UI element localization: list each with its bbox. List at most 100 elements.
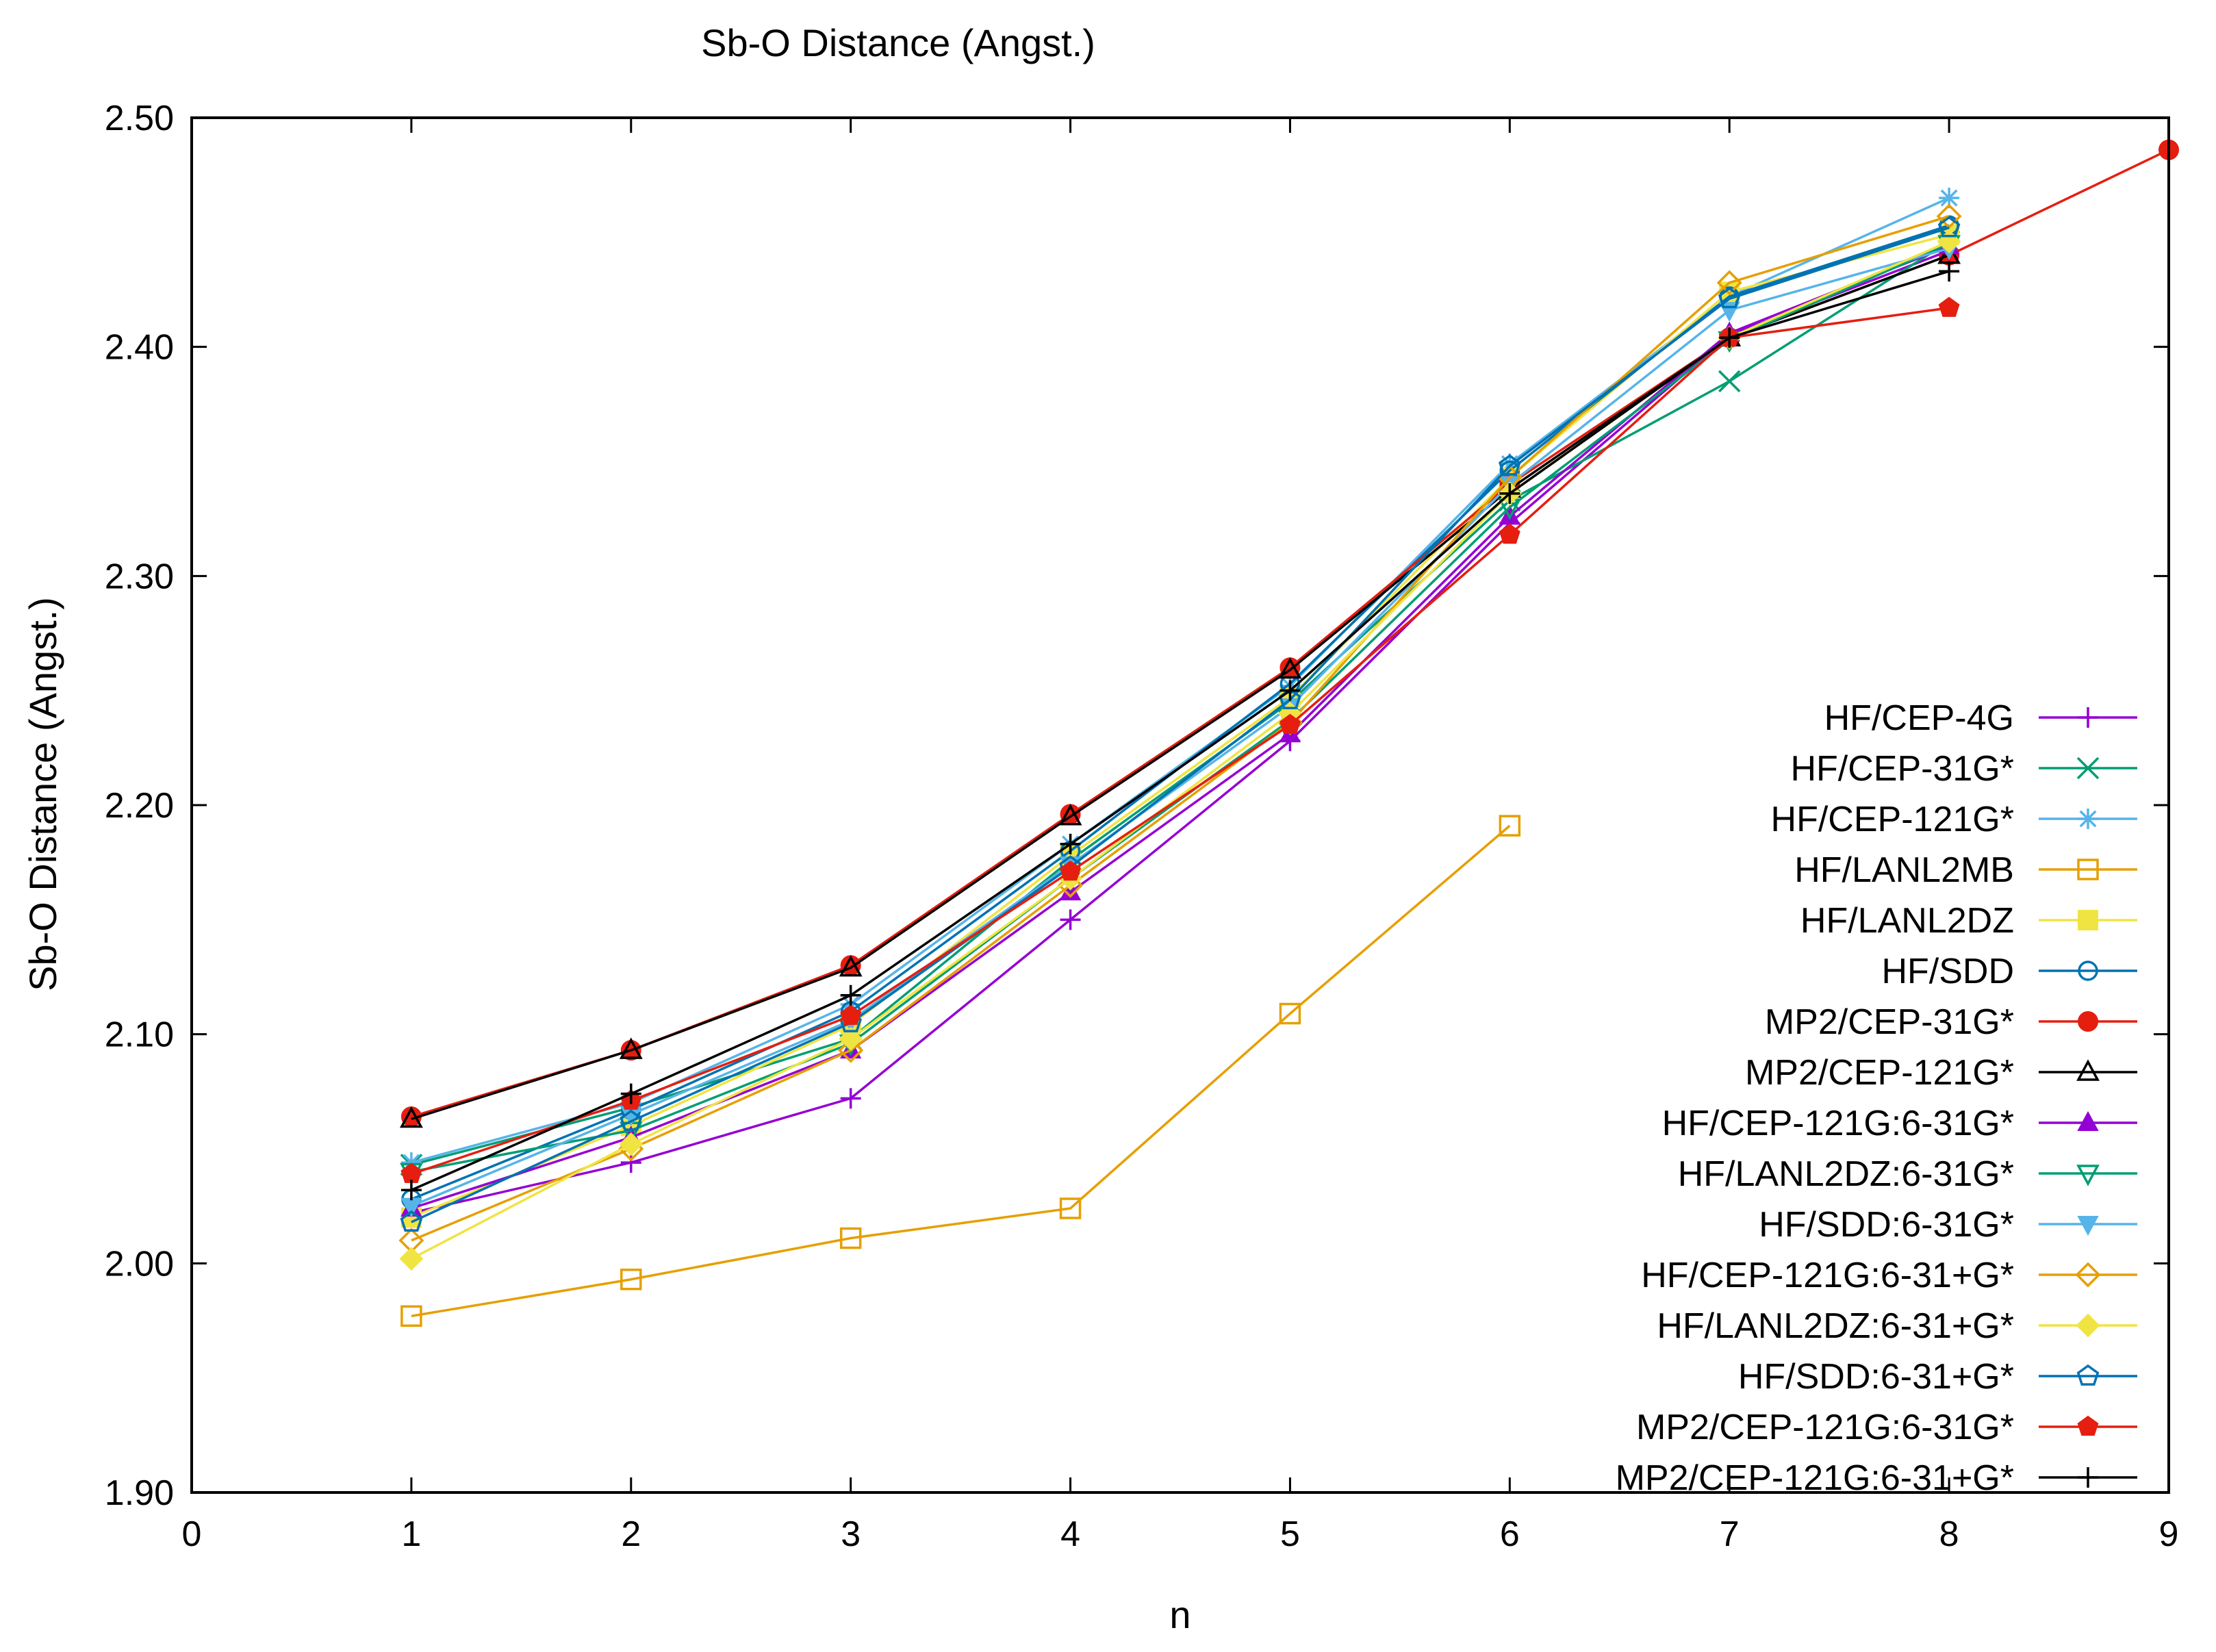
legend-label: HF/LANL2MB [1794, 850, 2014, 890]
data-point [2076, 757, 2100, 780]
data-point [1499, 523, 1520, 544]
series-line [411, 215, 1950, 1242]
data-point [1939, 261, 1960, 282]
legend: HF/CEP-4G HF/CEP-31G* HF/CEP-121G* HF/LANL2… [1616, 698, 2137, 1498]
y-tick-label: 2.40 [105, 328, 174, 368]
legend-label: HF/CEP-121G* [1771, 800, 2014, 839]
legend-label: HF/LANL2DZ [1800, 901, 2014, 941]
data-point [1937, 216, 1961, 238]
data-point [839, 1227, 862, 1249]
legend-item: HF/LANL2DZ [1800, 901, 2137, 941]
series-layer [398, 139, 2179, 1327]
data-point [2077, 1415, 2099, 1436]
data-point [2078, 1467, 2098, 1488]
legend-label: HF/CEP-121G:6-31+G* [1641, 1256, 2014, 1295]
data-point [400, 1305, 422, 1327]
legend-label: HF/SDD:6-31+G* [1738, 1357, 2014, 1397]
data-point [2076, 1313, 2100, 1338]
legend-label: HF/LANL2DZ:6-31+G* [1657, 1306, 2014, 1346]
data-point [2078, 961, 2098, 981]
y-tick-label: 2.30 [105, 557, 174, 596]
data-point [2078, 1011, 2098, 1032]
data-point [1939, 188, 1960, 209]
data-point [1060, 833, 1081, 854]
data-point [2077, 1216, 2099, 1236]
data-point [2078, 910, 2098, 930]
legend-item: HF/CEP-31G* [1790, 749, 2137, 789]
y-tick-label: 2.10 [105, 1015, 174, 1055]
data-point [2077, 859, 2099, 880]
y-axis-ticks: 1.90 2.00 2.10 2.20 2.30 2.40 2.50 [105, 99, 2169, 1513]
series-15 [400, 261, 1960, 1201]
legend-item: HF/CEP-121G* [1771, 800, 2137, 839]
y-tick-label: 2.50 [105, 99, 174, 138]
data-point [1716, 270, 1742, 296]
data-point [620, 1083, 641, 1104]
data-point [619, 1037, 643, 1059]
data-point [1499, 483, 1520, 504]
chart-title: Sb-O Distance (Angst.) [701, 21, 1095, 64]
data-point [620, 1109, 643, 1131]
x-tick-label: 6 [1500, 1514, 1520, 1554]
legend-item: HF/LANL2DZ:6-31+G* [1657, 1306, 2137, 1346]
legend-label: HF/SDD:6-31G* [1759, 1205, 2014, 1245]
legend-item: MP2/CEP-31G* [1765, 1002, 2137, 1042]
data-point [1058, 804, 1082, 826]
data-point [2078, 707, 2098, 728]
x-axis-label: n [1169, 1593, 1190, 1636]
data-point [838, 1037, 864, 1063]
data-point [840, 1004, 862, 1026]
y-axis-label: Sb-O Distance (Angst.) [21, 597, 64, 991]
x-tick-label: 9 [2159, 1514, 2179, 1554]
data-point [1499, 453, 1520, 474]
data-point [619, 1132, 644, 1156]
legend-item: HF/CEP-4G [1824, 698, 2137, 738]
data-point [400, 1152, 422, 1173]
data-point [2076, 1059, 2100, 1081]
legend-item: HF/SDD:6-31+G* [1738, 1357, 2137, 1397]
data-point [1936, 203, 1962, 229]
data-point [1499, 454, 1521, 476]
data-point [1279, 1002, 1301, 1025]
x-tick-label: 7 [1720, 1514, 1740, 1554]
series-3 [400, 815, 1521, 1327]
data-point [1060, 909, 1081, 930]
series-line [411, 824, 1511, 1318]
data-point [400, 1180, 422, 1201]
data-point [1718, 287, 1741, 309]
x-tick-label: 3 [841, 1514, 861, 1554]
data-point [399, 1247, 424, 1271]
data-point [1719, 327, 1740, 348]
legend-item: MP2/CEP-121G* [1745, 1053, 2137, 1093]
legend-label: HF/CEP-121G:6-31G* [1662, 1104, 2014, 1143]
data-point [1278, 657, 1302, 679]
x-tick-label: 4 [1060, 1514, 1080, 1554]
data-point [1279, 680, 1301, 701]
y-tick-label: 1.90 [105, 1473, 174, 1513]
legend-label: HF/SDD [1881, 952, 2014, 991]
legend-item: HF/LANL2MB [1794, 850, 2137, 890]
data-point [2076, 1165, 2100, 1186]
series-line [411, 270, 1950, 1191]
data-point [1499, 815, 1521, 837]
x-axis-ticks: 0 1 2 3 4 5 6 7 8 9 [182, 118, 2179, 1554]
plot-frame [190, 116, 2170, 1494]
x-tick-label: 0 [182, 1514, 202, 1554]
y-tick-label: 2.20 [105, 786, 174, 826]
data-point [840, 984, 861, 1006]
x-tick-label: 8 [1939, 1514, 1959, 1554]
legend-item: HF/LANL2DZ:6-31G* [1678, 1154, 2137, 1194]
x-tick-label: 2 [621, 1514, 641, 1554]
data-point [1279, 713, 1301, 735]
data-point [1059, 1197, 1082, 1219]
data-point [839, 1026, 863, 1051]
series-line [411, 233, 1950, 1219]
data-point [1718, 370, 1741, 393]
series-line [411, 307, 1950, 1176]
series-line [411, 226, 1950, 1223]
legend-item: HF/CEP-121G:6-31+G* [1641, 1256, 2137, 1295]
data-point [2077, 1110, 2099, 1131]
